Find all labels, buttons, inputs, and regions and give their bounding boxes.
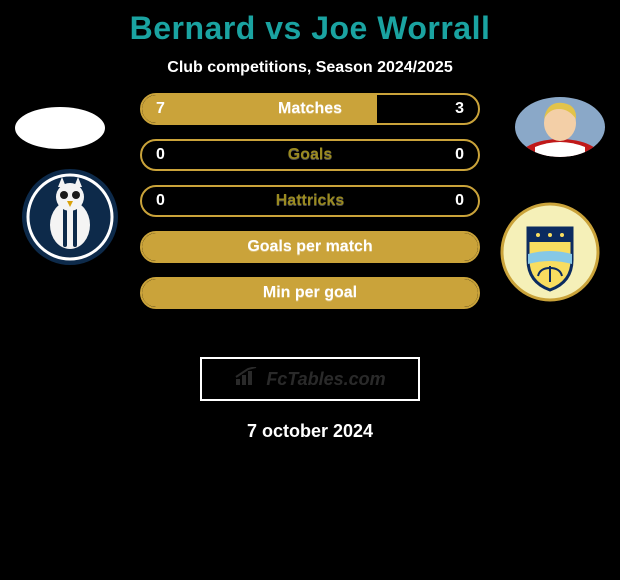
- stat-bar: 00Goals: [140, 139, 480, 171]
- player-right-avatar: [515, 97, 605, 157]
- stat-label: Goals per match: [142, 238, 478, 256]
- subtitle: Club competitions, Season 2024/2025: [0, 59, 620, 77]
- comparison-arena: 73Matches00Goals00HattricksGoals per mat…: [0, 107, 620, 357]
- brand-badge: FcTables.com: [200, 357, 420, 401]
- stat-label: Hattricks: [142, 192, 478, 210]
- stat-bar: 00Hattricks: [140, 185, 480, 217]
- stat-label: Min per goal: [142, 284, 478, 302]
- stat-bar: Min per goal: [140, 277, 480, 309]
- page-title: Bernard vs Joe Worrall: [0, 0, 620, 47]
- stat-label: Goals: [142, 146, 478, 164]
- date-text: 7 october 2024: [0, 421, 620, 442]
- club-crest-right: [500, 202, 600, 302]
- stat-bar: Goals per match: [140, 231, 480, 263]
- brand-text: FcTables.com: [266, 369, 385, 390]
- chart-icon: [234, 367, 260, 392]
- stat-label: Matches: [142, 100, 478, 118]
- comparison-card: Bernard vs Joe Worrall Club competitions…: [0, 0, 620, 580]
- player-left-avatar: [15, 107, 105, 149]
- stat-bar: 73Matches: [140, 93, 480, 125]
- stat-bars: 73Matches 00Goals 00Hattricks Goals per mat…: [140, 93, 480, 323]
- club-crest-left: [20, 167, 120, 267]
